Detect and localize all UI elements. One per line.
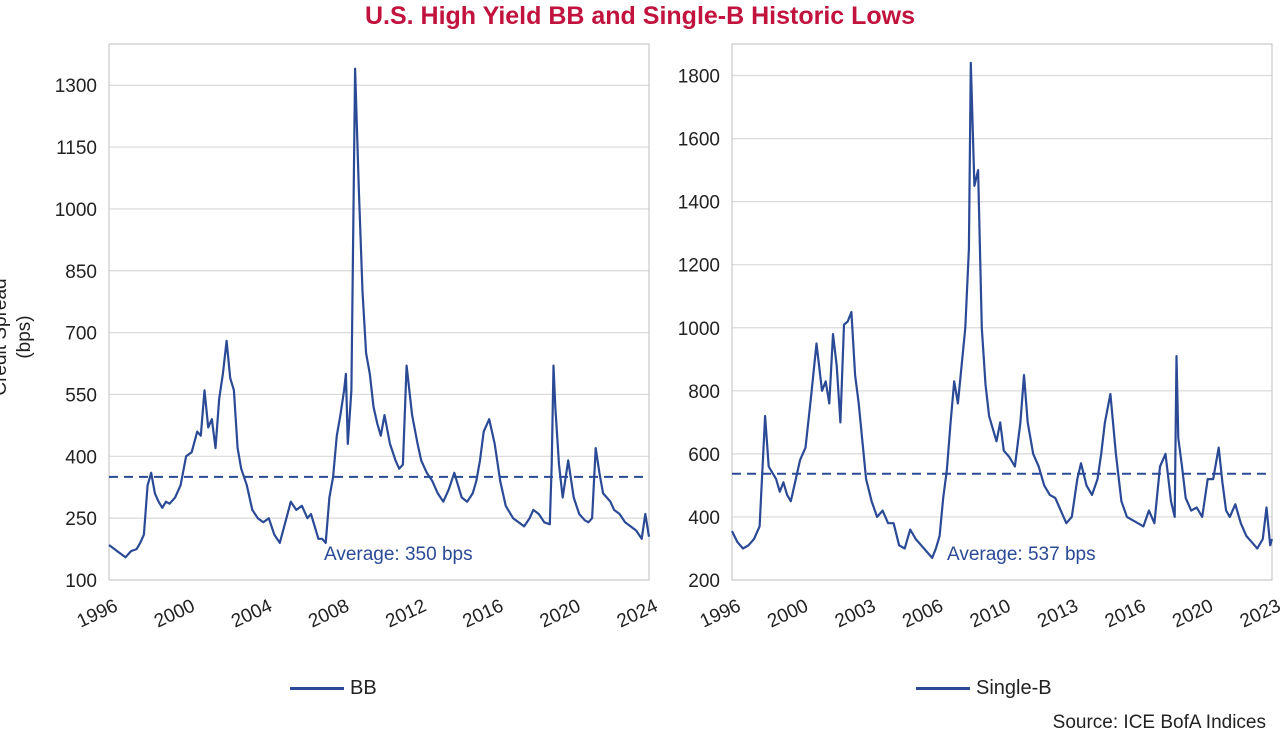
- single-b-x-tick-label: 2016: [1102, 595, 1149, 632]
- single-b-average-label: Average: 537 bps: [947, 544, 1096, 565]
- single-b-plot-frame: [731, 43, 1273, 581]
- single-b-y-tick-label: 1000: [678, 319, 720, 340]
- bb-legend-label: BB: [350, 676, 377, 699]
- bb-x-tick-label: 2000: [151, 595, 198, 632]
- single-b-y-tick-label: 200: [688, 571, 720, 592]
- single-b-y-tick-label: 1400: [678, 193, 720, 214]
- bb-x-tick-label: 1996: [74, 595, 121, 632]
- bb-y-tick-label: 1150: [56, 138, 97, 159]
- bb-y-tick-label: 100: [65, 571, 97, 592]
- bb-y-tick-label: 1000: [55, 200, 97, 221]
- single-b-x-tick-label: 1996: [697, 595, 744, 632]
- single-b-series-line: [731, 61, 1274, 560]
- bb-x-tick-label: 2020: [537, 595, 584, 632]
- single-b-y-tick-label: 600: [688, 445, 720, 466]
- single-b-x-tick-label: 2006: [899, 595, 946, 632]
- chart-title: U.S. High Yield BB and Single-B Historic…: [364, 2, 916, 30]
- bb-x-tick-label: 2024: [614, 595, 662, 632]
- single-b-x-tick-label: 2020: [1169, 595, 1216, 632]
- bb-x-tick-label: 2012: [382, 595, 429, 632]
- single-b-y-tick-label: 800: [688, 382, 720, 403]
- single-b-x-tick-label: 2010: [967, 595, 1014, 632]
- bb-y-tick-label: 550: [65, 385, 97, 406]
- single-b-legend-label: Single-B: [976, 676, 1052, 699]
- single-b-legend: Single-B: [916, 676, 1052, 700]
- single-b-y-tick-label: 400: [688, 508, 720, 529]
- single-b-chart-panel: 200 400 600 800 1000 1200 1400 1600 1800 1996 2000…: [678, 43, 1280, 632]
- bb-legend-swatch: [290, 686, 344, 690]
- bb-x-tick-label: 2004: [228, 595, 276, 632]
- bb-average-label: Average: 350 bps: [324, 544, 473, 565]
- single-b-y-tick-label: 1200: [678, 256, 720, 277]
- bb-legend: BB: [290, 676, 377, 700]
- bb-y-tick-label: 1300: [55, 76, 97, 97]
- single-b-x-tick-label: 2003: [832, 595, 879, 632]
- y-axis-label: Credit Spread (bps): [0, 278, 35, 396]
- bb-chart-panel: 100 250 400 550 700 850 1000 1150 1300 1996 2000 20…: [55, 43, 662, 632]
- source-note: Source: ICE BofA Indices: [1052, 712, 1266, 733]
- single-b-x-tick-label: 2023: [1237, 595, 1280, 632]
- bb-x-tick-label: 2008: [305, 595, 352, 632]
- single-b-y-tick-label: 1600: [678, 130, 720, 151]
- bb-x-tick-label: 2016: [460, 595, 507, 632]
- single-b-x-tick-label: 2000: [764, 595, 811, 632]
- bb-plot-frame: [108, 43, 650, 581]
- single-b-legend-swatch: [916, 686, 970, 690]
- single-b-y-tick-label: 1800: [678, 67, 720, 88]
- bb-y-tick-label: 700: [65, 324, 97, 345]
- bb-y-tick-label: 250: [65, 509, 97, 530]
- bb-y-tick-label: 850: [65, 262, 97, 283]
- single-b-x-tick-label: 2013: [1034, 595, 1081, 632]
- bb-y-tick-label: 400: [65, 447, 97, 468]
- bb-series-line: [108, 67, 651, 559]
